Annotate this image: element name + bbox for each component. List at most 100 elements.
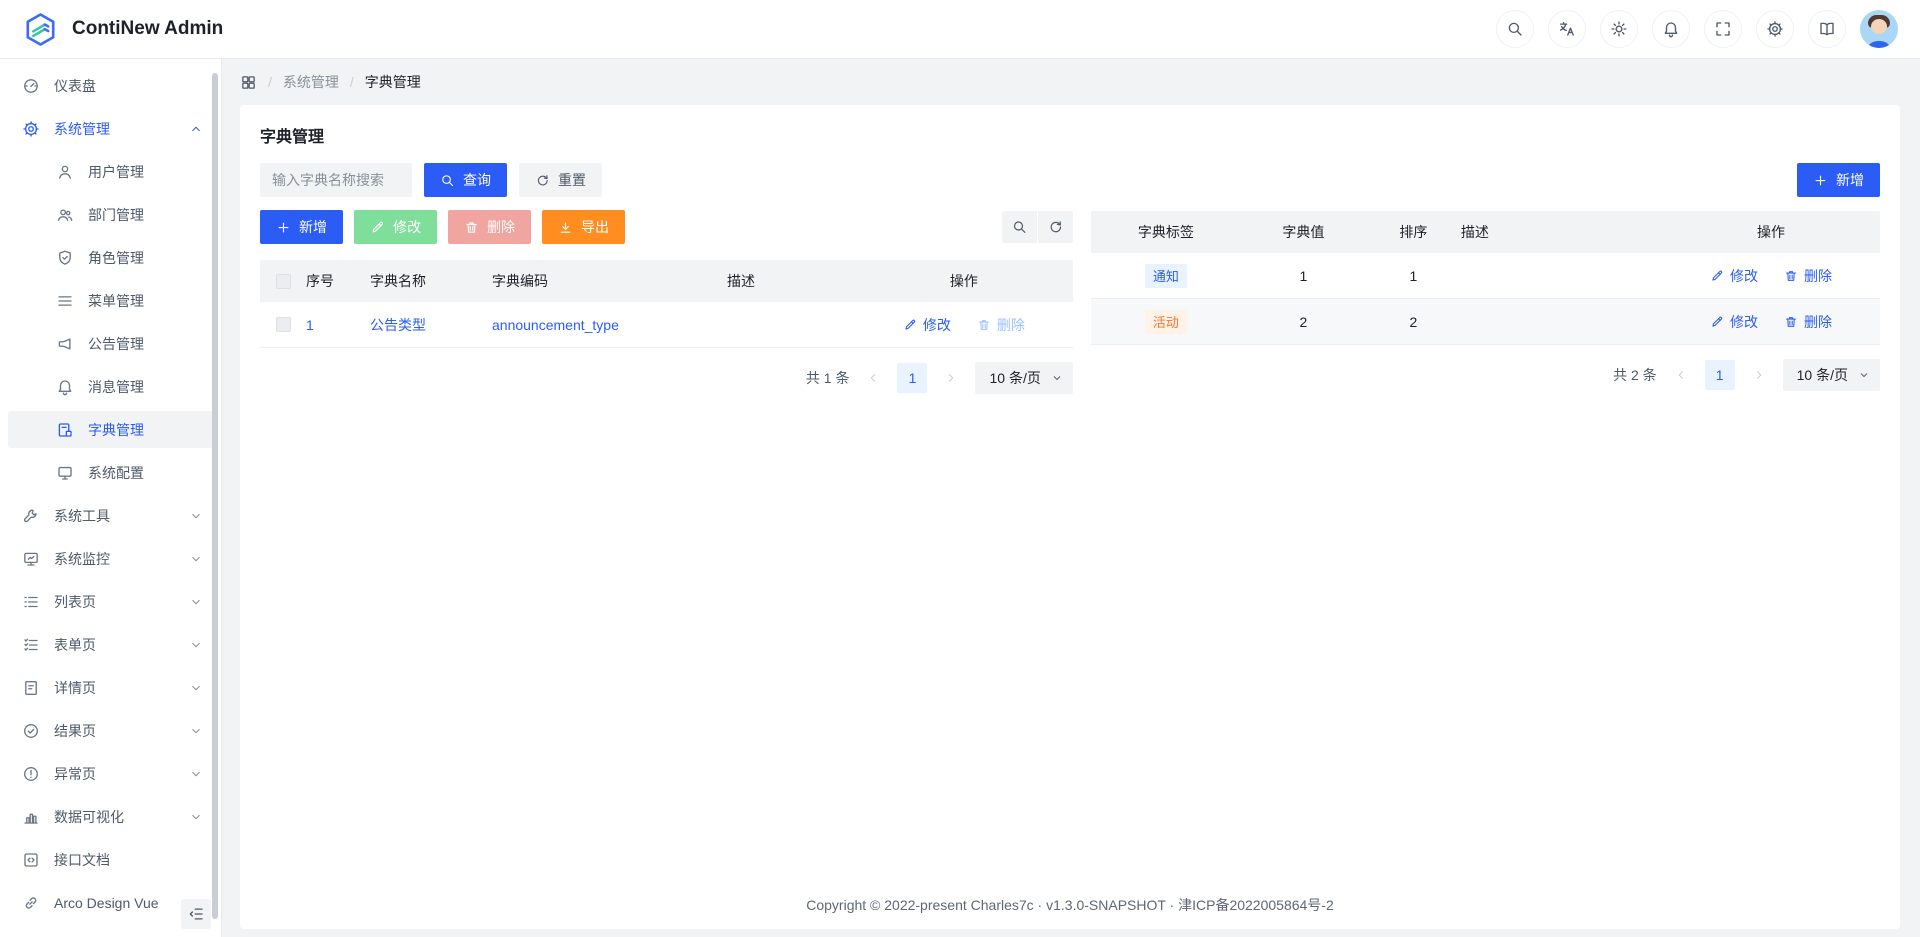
sidebar-item-exception-page[interactable]: 异常页 <box>8 755 213 792</box>
search-row: 查询 重置 <box>260 163 1073 197</box>
page-size-select[interactable]: 10 条/页 <box>975 362 1073 394</box>
breadcrumb-separator: / <box>268 74 272 90</box>
add-button[interactable]: 新增 <box>260 210 343 244</box>
sidebar-item-form-page[interactable]: 表单页 <box>8 626 213 663</box>
apps-grid-icon[interactable] <box>240 74 257 91</box>
code-square-icon <box>22 851 40 869</box>
column-header-sort: 排序 <box>1399 224 1428 240</box>
user-avatar[interactable] <box>1860 10 1898 48</box>
prev-page-button[interactable] <box>1667 361 1695 389</box>
plus-icon <box>1813 173 1828 188</box>
row-checkbox[interactable] <box>275 317 291 332</box>
row-delete-action[interactable]: 删除 <box>1784 312 1832 332</box>
file-icon <box>22 679 40 697</box>
column-header-code: 字典编码 <box>492 273 548 289</box>
sidebar-item-dict-management[interactable]: 字典管理 <box>8 411 213 448</box>
trash-icon <box>977 318 991 332</box>
row-edit-action[interactable]: 修改 <box>903 315 951 335</box>
column-header-index: 序号 <box>306 273 334 289</box>
row-edit-action[interactable]: 修改 <box>1710 266 1758 286</box>
shield-icon <box>56 249 74 267</box>
toolbar: 新增 修改 删除 导出 <box>260 210 1073 244</box>
app-title: ContiNew Admin <box>72 18 224 39</box>
breadcrumb-system-management[interactable]: 系统管理 <box>282 74 339 90</box>
sidebar-item-department-management[interactable]: 部门管理 <box>8 196 213 233</box>
sidebar-item-detail-page[interactable]: 详情页 <box>8 669 213 706</box>
dict-item-value: 1 <box>1299 267 1308 284</box>
trash-icon <box>1784 269 1798 283</box>
page-number[interactable]: 1 <box>897 363 928 393</box>
avatar-face <box>1871 19 1887 34</box>
sidebar-item-api-docs[interactable]: 接口文档 <box>8 841 213 878</box>
edit-button[interactable]: 修改 <box>354 210 437 244</box>
query-button[interactable]: 查询 <box>424 163 507 197</box>
sidebar-scrollbar[interactable] <box>212 73 218 919</box>
megaphone-icon <box>56 335 74 353</box>
sidebar-item-arco-design-vue[interactable]: Arco Design Vue <box>8 884 213 921</box>
prev-page-button[interactable] <box>859 364 887 392</box>
page-size-select[interactable]: 10 条/页 <box>1782 359 1880 391</box>
select-all-checkbox[interactable] <box>275 273 291 289</box>
page-number[interactable]: 1 <box>1704 360 1735 390</box>
row-delete-action[interactable]: 删除 <box>977 315 1025 335</box>
sidebar-item-announcement-management[interactable]: 公告管理 <box>8 325 213 362</box>
dict-code-link[interactable]: announcement_type <box>492 316 619 333</box>
notifications-button[interactable] <box>1652 10 1690 48</box>
bell-icon <box>56 378 74 396</box>
sidebar-item-message-management[interactable]: 消息管理 <box>8 368 213 405</box>
breadcrumb: / 系统管理 / 字典管理 <box>240 59 1900 105</box>
edit-icon <box>370 220 385 235</box>
table-row: 通知 1 1 修改 删除 <box>1090 253 1880 299</box>
sidebar-item-system-monitor[interactable]: 系统监控 <box>8 540 213 577</box>
chevron-down-icon <box>189 810 203 824</box>
gauge-icon <box>22 77 40 95</box>
sidebar-item-system-tools[interactable]: 系统工具 <box>8 497 213 534</box>
total-count: 共 1 条 <box>805 370 850 386</box>
dict-search-input[interactable] <box>260 163 412 197</box>
user-icon <box>56 163 74 181</box>
sidebar-item-system-config[interactable]: 系统配置 <box>8 454 213 491</box>
row-index[interactable]: 1 <box>306 316 314 333</box>
edit-icon <box>1710 269 1724 283</box>
sidebar-item-role-management[interactable]: 角色管理 <box>8 239 213 276</box>
sidebar-item-dashboard[interactable]: 仪表盘 <box>8 67 213 104</box>
sidebar-item-data-visualization[interactable]: 数据可视化 <box>8 798 213 835</box>
chevron-down-icon <box>189 595 203 609</box>
sidebar-item-result-page[interactable]: 结果页 <box>8 712 213 749</box>
sidebar-item-list-page[interactable]: 列表页 <box>8 583 213 620</box>
dict-pagination: 共 1 条 1 10 条/页 <box>260 362 1073 394</box>
sidebar-item-menu-management[interactable]: 菜单管理 <box>8 282 213 319</box>
reset-button[interactable]: 重置 <box>519 163 602 197</box>
add-dict-item-button[interactable]: 新增 <box>1797 163 1880 197</box>
chevron-down-icon <box>189 638 203 652</box>
dict-item-panel: 新增 字典标签 字典值 排序 描述 操作 通知 <box>1090 163 1880 391</box>
dict-name-link[interactable]: 公告类型 <box>370 316 426 333</box>
sidebar-collapse-button[interactable] <box>181 899 211 929</box>
theme-toggle-button[interactable] <box>1600 10 1638 48</box>
dict-management-card: 字典管理 查询 重置 <box>240 105 1900 929</box>
translate-button[interactable] <box>1548 10 1586 48</box>
next-page-button[interactable] <box>937 364 965 392</box>
table-refresh-button[interactable] <box>1037 211 1073 243</box>
row-edit-action[interactable]: 修改 <box>1710 312 1758 332</box>
form-icon <box>22 636 40 654</box>
chevron-up-icon <box>189 122 203 136</box>
row-delete-action[interactable]: 删除 <box>1784 266 1832 286</box>
export-button[interactable]: 导出 <box>542 210 625 244</box>
settings-button[interactable] <box>1756 10 1794 48</box>
brand: ContiNew Admin <box>22 11 223 48</box>
fullscreen-button[interactable] <box>1704 10 1742 48</box>
delete-button[interactable]: 删除 <box>448 210 531 244</box>
docs-button[interactable] <box>1808 10 1846 48</box>
search-button[interactable] <box>1496 10 1534 48</box>
refresh-icon <box>535 173 550 188</box>
monitor-chart-icon <box>22 550 40 568</box>
next-page-button[interactable] <box>1745 361 1773 389</box>
dictionary-icon <box>56 421 74 439</box>
sidebar-item-user-management[interactable]: 用户管理 <box>8 153 213 190</box>
column-header-description: 描述 <box>1460 224 1489 240</box>
sidebar-item-system-management[interactable]: 系统管理 <box>8 110 213 147</box>
table-search-button[interactable] <box>1001 211 1037 243</box>
column-header-description: 描述 <box>727 273 755 289</box>
dict-item-pagination: 共 2 条 1 10 条/页 <box>1091 359 1880 391</box>
